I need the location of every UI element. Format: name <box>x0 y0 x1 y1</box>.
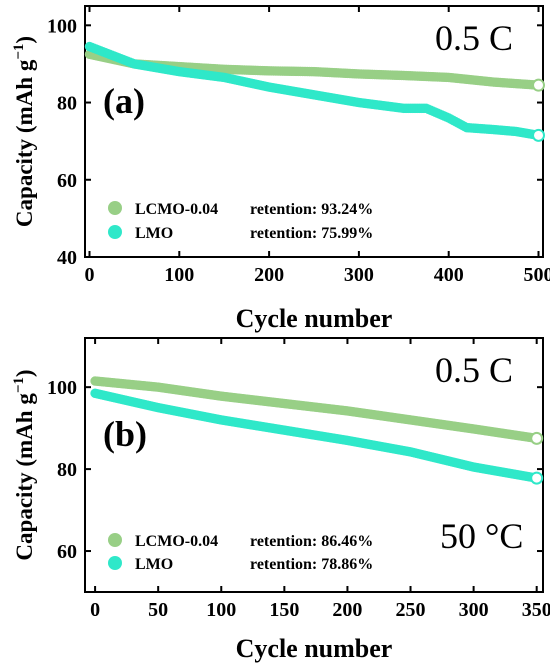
data-point-last <box>532 78 546 92</box>
legend-label: LMO <box>135 225 173 242</box>
data-point-last <box>532 128 546 142</box>
x-tick-label: 250 <box>396 599 426 621</box>
y-axis-title: Capacity (mAh g−1) <box>11 369 37 560</box>
chart-panel-1: 0 100 200 300 400 500 40 60 80 100 0.5 C (a) LCMO-0.… <box>11 5 550 333</box>
legend-label: LCMO-0.04 <box>135 533 218 550</box>
x-tick-label: 300 <box>459 599 489 621</box>
y-tick-label: 80 <box>57 459 77 481</box>
rate-label: 0.5 C <box>435 18 513 58</box>
x-axis-title: Cycle number <box>236 304 393 333</box>
series-lcmo <box>90 376 544 445</box>
legend-retention: retention: 75.99% <box>250 225 373 242</box>
x-tick-label: 400 <box>434 264 464 286</box>
x-tick-label: 200 <box>332 599 362 621</box>
data-point-last <box>530 471 544 485</box>
x-tick-label: 300 <box>344 264 374 286</box>
x-tick-label: 100 <box>164 264 194 286</box>
panel-label: (a) <box>103 81 145 121</box>
x-tick-label: 0 <box>90 599 100 621</box>
temperature-label: 50 °C <box>440 516 523 556</box>
series-lmo <box>90 388 544 485</box>
x-tick-label: 0 <box>84 264 94 286</box>
data-point-last <box>530 431 544 445</box>
legend-retention: retention: 93.24% <box>250 201 373 218</box>
legend-retention: retention: 86.46% <box>250 533 373 550</box>
x-tick-label: 100 <box>206 599 236 621</box>
y-axis-title: Capacity (mAh g−1) <box>11 36 37 227</box>
legend-label: LCMO-0.04 <box>135 201 218 218</box>
series-lmo <box>84 41 546 142</box>
legend-marker <box>108 225 122 239</box>
plot-frame <box>84 337 544 593</box>
y-tick-label: 60 <box>57 541 77 563</box>
x-tick-label: 500 <box>524 264 550 286</box>
panel-label: (b) <box>103 414 147 454</box>
y-tick-label: 60 <box>57 170 77 192</box>
x-tick-label: 150 <box>269 599 299 621</box>
legend-marker <box>108 556 122 570</box>
x-tick-label: 50 <box>148 599 168 621</box>
y-tick-label: 40 <box>57 247 77 269</box>
legend-marker <box>108 201 122 215</box>
x-tick-label: 200 <box>254 264 284 286</box>
x-axis-title: Cycle number <box>236 634 393 663</box>
legend-label: LMO <box>135 556 173 573</box>
legend-marker <box>108 533 122 547</box>
y-tick-label: 100 <box>47 15 77 37</box>
legend-retention: retention: 78.86% <box>250 556 373 573</box>
chart-panel-2: 0 50 100 150 200 250 300 350 60 80 100 0.5 C (b) 50 °… <box>11 337 550 663</box>
y-tick-label: 100 <box>47 377 77 399</box>
rate-label: 0.5 C <box>435 350 513 390</box>
x-tick-label: 350 <box>522 599 550 621</box>
y-tick-label: 80 <box>57 93 77 115</box>
